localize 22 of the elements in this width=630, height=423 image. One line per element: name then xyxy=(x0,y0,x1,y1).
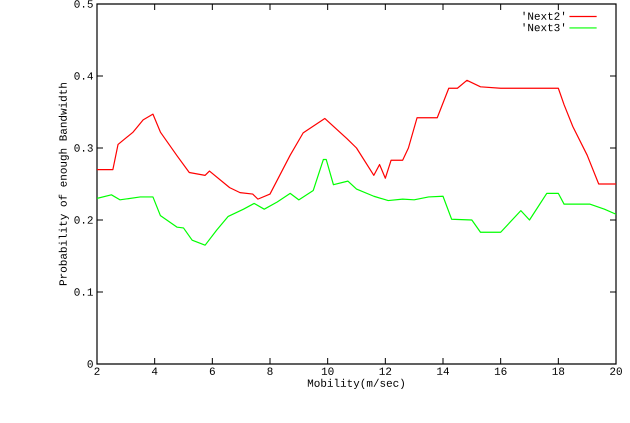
y-tick-label: 0.2 xyxy=(74,216,93,224)
x-tick-label: 10 xyxy=(322,368,334,375)
y-tick-label: 0.3 xyxy=(74,144,93,152)
x-axis-title: Mobility(m/sec) xyxy=(308,378,404,390)
x-tick-label: 2 xyxy=(94,368,100,375)
x-tick-label: 20 xyxy=(610,368,622,375)
y-tick-label: 0.4 xyxy=(74,72,93,80)
x-tick-label: 14 xyxy=(437,368,450,375)
line-series xyxy=(97,158,616,246)
y-tick-label: 0.1 xyxy=(74,288,93,296)
x-tick-label: 8 xyxy=(267,368,273,375)
line-series xyxy=(97,80,616,200)
x-tick-label: 16 xyxy=(494,368,507,375)
x-tick-label: 18 xyxy=(552,368,564,375)
x-tick-label: 6 xyxy=(210,368,215,375)
legend-label: 'Next2' xyxy=(523,12,564,20)
y-axis-title: Probability of enough Bandwidth xyxy=(58,83,69,286)
y-tick-label: 0 xyxy=(88,360,93,368)
x-tick-label: 12 xyxy=(380,368,392,375)
x-tick-label: 4 xyxy=(152,368,158,375)
y-tick-label: 0.5 xyxy=(74,0,93,8)
legend-label: 'Next3' xyxy=(523,23,564,32)
